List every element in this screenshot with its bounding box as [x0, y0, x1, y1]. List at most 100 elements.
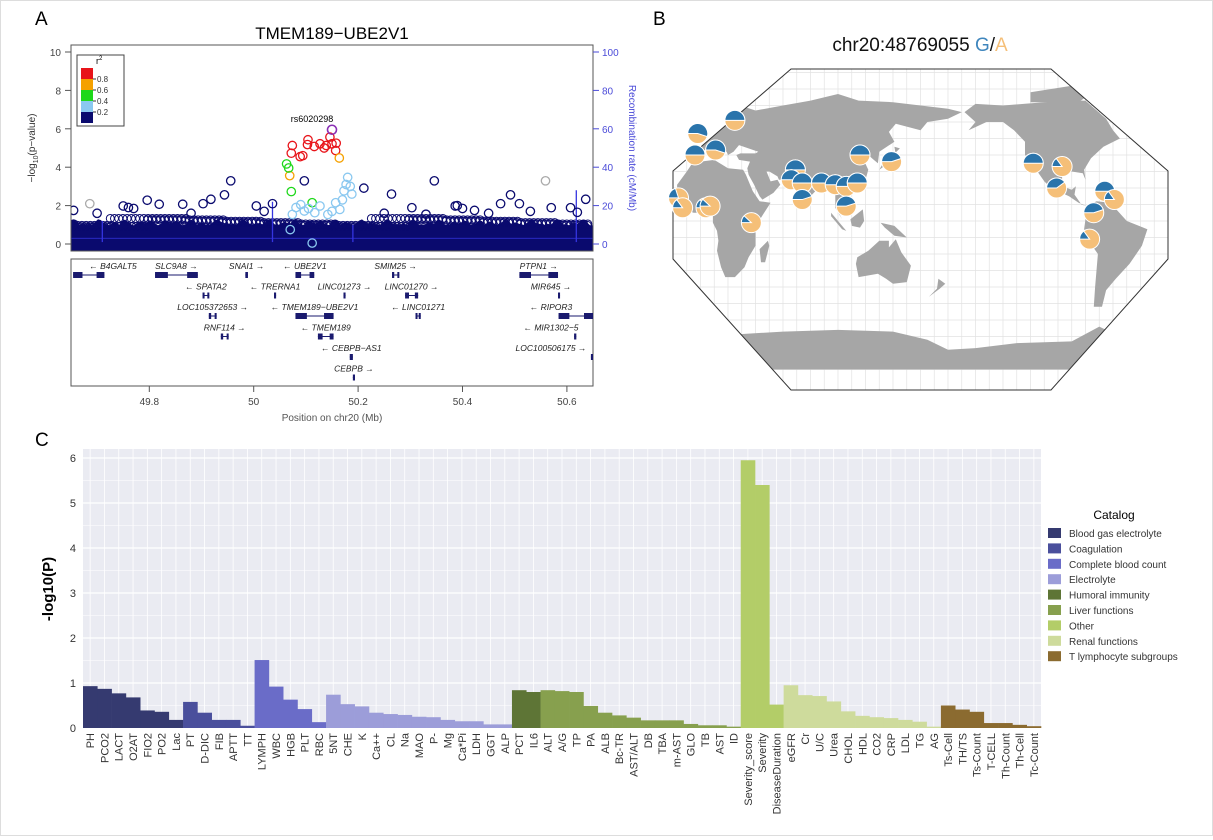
land-madagascar: [759, 240, 770, 263]
population-pie: [849, 144, 871, 166]
x-tick-label: TBA: [657, 732, 669, 754]
gene-exon: [583, 313, 593, 319]
legend-label: Coagulation: [1069, 544, 1122, 555]
x-tick-label: DB: [643, 733, 655, 748]
x-tick-label: TH/TS: [957, 733, 969, 765]
gene-label: LOC105372653 →: [177, 302, 248, 312]
legend-label: Renal functions: [1069, 637, 1138, 648]
snp-point: [142, 195, 153, 206]
bar-rbc: [311, 722, 327, 728]
land-africa: [677, 159, 771, 278]
snp-point: [330, 219, 340, 229]
gene-label: PTPN1 →: [520, 261, 558, 271]
bar-aptt: [225, 719, 241, 728]
gene-track-frame: [70, 258, 594, 387]
snp-point: [429, 175, 440, 186]
snp-point: [405, 222, 415, 232]
x-tick-label: Na: [400, 732, 412, 747]
gene-exon: [329, 333, 334, 340]
x-tick-label: K: [357, 732, 369, 740]
x-tick-label: Severity: [757, 733, 769, 773]
gene-exon: [317, 333, 323, 340]
r2-legend-break: 0.6: [97, 86, 109, 95]
legend-swatch: [1048, 574, 1061, 585]
bar-pa: [583, 705, 599, 728]
snp-point: [297, 150, 308, 161]
pie-slice-g: [881, 151, 902, 163]
gene-exon: [202, 292, 205, 299]
x-tick-label: Th-Cell: [1015, 733, 1027, 768]
gene-exon: [214, 313, 217, 319]
population-pie: [1051, 156, 1073, 178]
x-tick-label: LACT: [114, 733, 126, 761]
gene-label: RNF114 →: [204, 323, 246, 333]
land-sumatra: [831, 212, 847, 231]
snp-point: [337, 194, 348, 205]
gene-exon: [226, 333, 229, 340]
gene-exon: [220, 333, 224, 340]
bar-th-count: [998, 723, 1013, 728]
bar-tg: [912, 721, 927, 728]
snp-point: [283, 163, 294, 173]
gene-exon: [309, 272, 315, 278]
snp-point: [346, 189, 357, 199]
snp-point: [177, 199, 188, 210]
pie-slice-g: [687, 123, 709, 138]
x-tick-label: AG: [929, 733, 941, 749]
bar-pt: [183, 701, 198, 728]
x-tick-label: Th-Count: [1000, 733, 1012, 779]
gene-track: ← B4GALT5 SLC9A8 → SNAI1 → ← UBE2V1 SMIM25 →…: [73, 261, 593, 381]
gene-label: ← RIPOR3: [530, 302, 573, 312]
pie-slice-g: [667, 187, 680, 199]
y-right-tick-label: 0: [602, 240, 608, 251]
y-tick-label: 4: [70, 543, 76, 555]
bar-lymph: [254, 660, 270, 728]
gene-exon: [591, 354, 593, 360]
y-axis-label-left: −log10(p−value): [27, 114, 40, 183]
y-tick-label: 2: [55, 202, 61, 213]
population-pie: [740, 212, 762, 234]
x-tick-label: WBC: [271, 733, 283, 759]
snp-point: [225, 175, 236, 186]
population-pie: [724, 109, 746, 131]
x-tick-label: TG: [914, 733, 926, 748]
bar-th-ts: [955, 709, 970, 728]
snp-point: [583, 219, 593, 229]
population-pie: [1079, 228, 1101, 250]
snp-point: [339, 185, 349, 196]
bar-che: [340, 704, 355, 728]
r2-legend-swatch: [81, 90, 93, 101]
gene-label: LINC01273 →: [318, 282, 372, 292]
gene-exon: [352, 374, 355, 381]
snp-point: [285, 224, 296, 235]
population-pie: [835, 195, 857, 217]
pie-slice-g: [699, 198, 712, 207]
y-tick-label: 10: [50, 48, 62, 59]
x-tick-label: Cr: [800, 733, 812, 745]
snp-point: [181, 213, 191, 223]
x-tick-label: TP: [571, 733, 583, 747]
y-tick-label: 5: [70, 498, 76, 510]
x-tick-label: RBC: [314, 733, 326, 756]
snp-point: [102, 220, 112, 230]
x-tick-label: 49.8: [140, 397, 160, 408]
association-plot-area: [71, 124, 593, 251]
x-tick-label: PCO2: [99, 733, 111, 763]
snp-point: [550, 218, 560, 228]
bar-severity-score: [740, 460, 756, 728]
bar-tt: [240, 725, 255, 728]
gene-exon: [397, 272, 400, 278]
snp-point: [321, 140, 332, 151]
population-pie: [791, 172, 813, 194]
snp-point: [186, 208, 196, 219]
bar-pct: [511, 690, 527, 728]
bar-co2: [869, 717, 885, 728]
bar-fib: [211, 719, 227, 728]
x-tick-label: Lac: [171, 733, 183, 751]
bar-ldh: [469, 721, 484, 728]
bar-plt: [297, 709, 313, 728]
land-south-america: [1084, 201, 1148, 307]
panel-label-a: A: [35, 9, 48, 30]
r2-legend-break: 0.4: [97, 97, 109, 106]
population-pie: [672, 197, 694, 219]
